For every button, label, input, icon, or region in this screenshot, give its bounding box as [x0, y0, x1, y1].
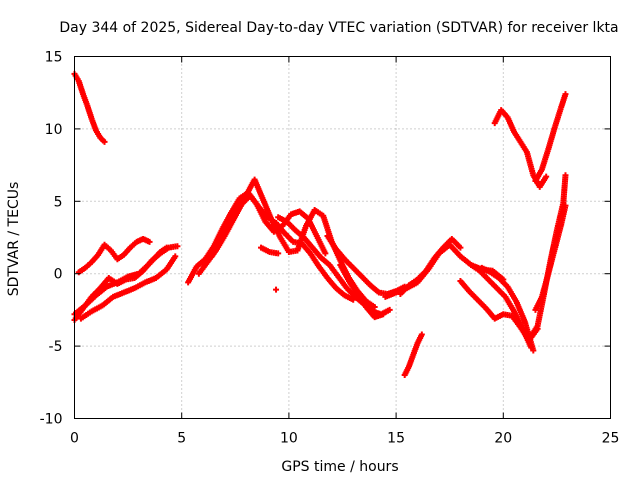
y-tick-label: 5 [54, 194, 63, 210]
x-tick-label: 15 [387, 431, 405, 447]
data-point [530, 347, 537, 354]
data-point [418, 331, 425, 338]
series-trace-m [273, 286, 280, 293]
series-trace-j [324, 233, 408, 297]
x-tick-label: 20 [494, 431, 512, 447]
y-axis-label: SDTVAR / TECUs [6, 182, 22, 297]
series-trace-r [478, 264, 537, 354]
data-point [457, 244, 464, 251]
data-point [322, 250, 329, 257]
series-trace-i [275, 214, 393, 318]
x-tick-label: 0 [70, 431, 79, 447]
series-trace-w [532, 202, 569, 313]
x-axis-label: GPS time / hours [281, 459, 398, 475]
data-point [275, 250, 282, 257]
series-trace-l [258, 244, 282, 257]
data-point [163, 244, 170, 251]
y-tick-label: -10 [40, 412, 63, 428]
data-point [543, 173, 550, 180]
data-point [562, 202, 569, 209]
data-point [273, 286, 280, 293]
x-tick-label: 25 [602, 431, 620, 447]
data-point [562, 91, 569, 98]
x-tick-label: 5 [177, 431, 186, 447]
chart-title: Day 344 of 2025, Sidereal Day-to-day VTE… [59, 20, 618, 36]
data-point [562, 172, 569, 179]
series-trace-u [532, 91, 569, 185]
series-trace-a [71, 70, 108, 145]
y-tick-label: 15 [45, 50, 63, 66]
data-point [172, 253, 179, 260]
series-trace-b [75, 235, 153, 276]
series-trace-e [77, 253, 179, 322]
data-point [146, 238, 153, 245]
series-trace-t [491, 107, 550, 190]
data-point [380, 311, 387, 318]
y-tick-label: 0 [54, 267, 63, 283]
series-trace-k [337, 262, 387, 321]
series-trace-v [528, 172, 569, 339]
series-trace-q [468, 262, 535, 351]
data-point [174, 243, 181, 250]
y-tick-label: 10 [45, 122, 63, 138]
grid-layer [74, 56, 611, 419]
data-point [386, 306, 393, 313]
plot-frame [74, 56, 611, 419]
x-tick-label: 10 [280, 431, 298, 447]
data-point [101, 138, 108, 145]
ticks-layer: 0 5 10 15 20 25 -10 -5 0 5 10 15 [40, 50, 620, 447]
points-layer [71, 70, 569, 379]
series-trace-s [401, 331, 425, 379]
series-trace-o [397, 235, 464, 297]
y-tick-label: -5 [49, 339, 63, 355]
